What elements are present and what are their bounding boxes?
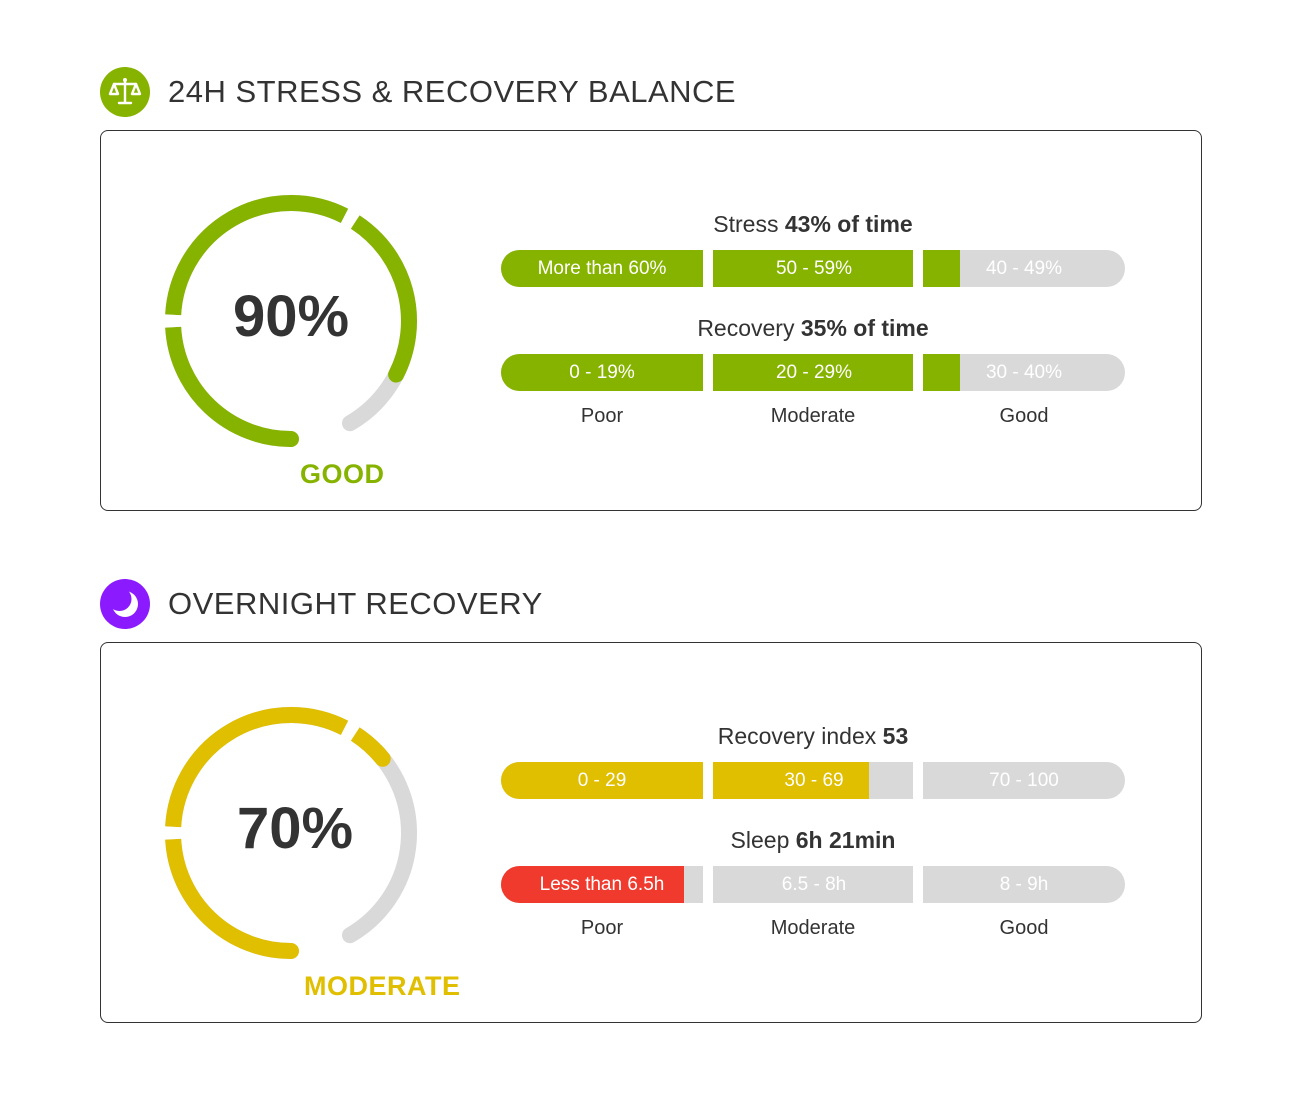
balance-scale-icon — [100, 67, 150, 117]
balance-gauge: 90% GOOD — [141, 171, 441, 489]
metric-label: Stress — [713, 211, 779, 237]
section-header-overnight-recovery: OVERNIGHT RECOVERY — [100, 579, 543, 629]
gauge-arc-segment — [165, 326, 292, 447]
segment-label: 30 - 69 — [784, 770, 844, 791]
recovery-bar-fill — [501, 354, 960, 391]
gauge-start-cap — [283, 943, 299, 959]
gauge-start-cap — [283, 431, 299, 447]
segment-label: 0 - 29 — [577, 770, 627, 791]
section-title: OVERNIGHT RECOVERY — [168, 586, 543, 621]
scale-label-moderate: Moderate — [770, 917, 856, 939]
stress-bar-fill — [501, 250, 960, 287]
scale-label-good: Good — [999, 917, 1049, 939]
gauge-status: GOOD — [300, 459, 385, 489]
stress-bar: More than 60% 50 - 59% 40 - 49% — [501, 250, 1125, 287]
segment-label: 40 - 49% — [985, 258, 1063, 279]
gauge-gap — [339, 718, 361, 743]
overnight-recovery-card: 70% MODERATE Recovery index 53 0 - 29 30… — [100, 642, 1202, 1023]
metric-value: 53 — [882, 723, 909, 749]
segment-label: 70 - 100 — [989, 770, 1059, 791]
moon-icon — [100, 579, 150, 629]
gauge-ring — [162, 707, 417, 959]
gauge-arc-segment — [347, 214, 417, 383]
segment-label: More than 60% — [537, 258, 667, 279]
scale-label-poor: Poor — [580, 917, 624, 939]
section-header-stress-recovery: 24H STRESS & RECOVERY BALANCE — [100, 67, 736, 117]
sleep-bar: Less than 6.5h 6.5 - 8h 8 - 9h — [501, 866, 1125, 903]
metric-value: 6h 21min — [795, 827, 896, 853]
gauge-arc-segment — [165, 707, 349, 828]
recovery-index-bar-fill — [501, 762, 870, 799]
segment-label: 30 - 40% — [985, 362, 1063, 383]
scale-label-poor: Poor — [580, 405, 624, 427]
sleep-bar-fill — [501, 866, 684, 903]
gauge-value: 70% — [236, 796, 354, 861]
segment-label: 0 - 19% — [569, 362, 635, 383]
gauge-arc-segment — [165, 195, 349, 316]
scale-label-good: Good — [999, 405, 1049, 427]
gauge-status: MODERATE — [304, 971, 461, 1001]
stress-recovery-card: 90% GOOD Stress 43% of time More than 60… — [100, 130, 1202, 511]
segment-label: 50 - 59% — [775, 258, 853, 279]
segment-label: 20 - 29% — [775, 362, 853, 383]
recovery-gauge: 70% MODERATE — [141, 683, 460, 1001]
recovery-bar: 0 - 19% 20 - 29% 30 - 40% — [501, 354, 1125, 391]
gauge-ring — [162, 195, 417, 447]
metric-label: Sleep — [730, 827, 790, 853]
sleep-metric-title: Sleep 6h 21min — [501, 827, 1125, 854]
segment-label: 6.5 - 8h — [781, 874, 847, 895]
recovery-index-bar: 0 - 29 30 - 69 70 - 100 — [501, 762, 1125, 799]
gauge-gap — [339, 206, 361, 231]
recovery-metric-title: Recovery 35% of time — [501, 315, 1125, 342]
recovery-index-title: Recovery index 53 — [501, 723, 1125, 750]
segment-label: Less than 6.5h — [539, 874, 665, 895]
metric-label: Recovery — [697, 315, 795, 341]
scale-label-moderate: Moderate — [770, 405, 856, 427]
metric-value: 43% of time — [784, 211, 913, 237]
gauge-arc-segment — [165, 838, 292, 959]
gauge-value: 90% — [232, 284, 350, 349]
metric-label: Recovery index — [717, 723, 877, 749]
metric-value: 35% of time — [800, 315, 929, 341]
segment-label: 8 - 9h — [999, 874, 1049, 895]
stress-metric-title: Stress 43% of time — [501, 211, 1125, 238]
gauge-arc-segment — [347, 726, 391, 767]
section-title: 24H STRESS & RECOVERY BALANCE — [168, 74, 737, 109]
